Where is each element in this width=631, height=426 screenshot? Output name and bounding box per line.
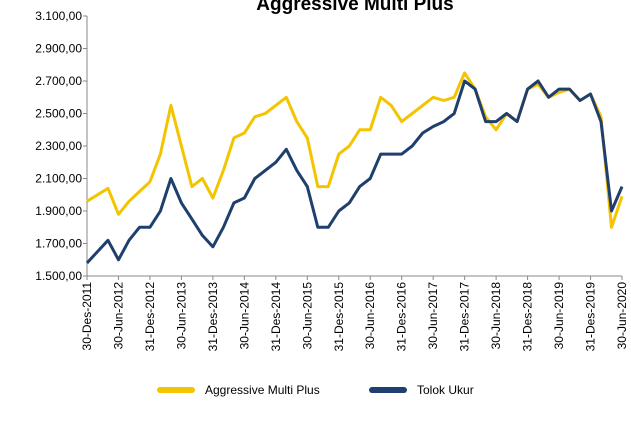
y-tick-label: 2.900,00 bbox=[35, 42, 82, 56]
y-tick-label: 2.300,00 bbox=[35, 139, 82, 153]
legend-label: Aggressive Multi Plus bbox=[205, 383, 320, 397]
x-tick-label: 30-Jun-2018 bbox=[489, 282, 503, 350]
series-line bbox=[85, 79, 624, 265]
x-tick-label: 30-Jun-2016 bbox=[363, 282, 377, 350]
x-tick-label: 31-Des-2013 bbox=[206, 282, 220, 352]
x-tick-label: 30-Des-2011 bbox=[80, 282, 94, 351]
x-tick-label: 30-Jun-2015 bbox=[300, 282, 314, 350]
legend-label: Tolok Ukur bbox=[417, 383, 474, 397]
x-tick-label: 31-Des-2016 bbox=[395, 282, 409, 352]
chart-title: Aggressive Multi Plus bbox=[256, 0, 453, 15]
y-tick-label: 2.100,00 bbox=[35, 172, 82, 186]
x-tick-label: 30-Jun-2014 bbox=[237, 282, 251, 350]
y-tick-label: 3.100,00 bbox=[35, 9, 82, 23]
y-tick-label: 1.900,00 bbox=[35, 204, 82, 218]
x-tick-label: 31-Des-2019 bbox=[584, 282, 598, 352]
x-tick-label: 30-Jun-2017 bbox=[426, 282, 440, 350]
x-tick-label: 30-Jun-2020 bbox=[615, 282, 629, 350]
x-tick-label: 31-Des-2014 bbox=[269, 282, 283, 352]
x-tick-label: 30-Jun-2013 bbox=[174, 282, 188, 350]
x-tick-label: 30-Jun-2012 bbox=[111, 282, 125, 350]
y-tick-label: 1.700,00 bbox=[35, 237, 82, 251]
x-tick-label: 30-Jun-2019 bbox=[552, 282, 566, 350]
x-tick-label: 31-Des-2018 bbox=[521, 282, 535, 352]
x-tick-label: 31-Des-2017 bbox=[458, 282, 472, 352]
series-line bbox=[86, 71, 624, 229]
y-tick-label: 1.500,00 bbox=[35, 269, 82, 283]
x-tick-label: 31-Des-2012 bbox=[143, 282, 157, 352]
y-tick-label: 2.500,00 bbox=[35, 107, 82, 121]
x-tick-label: 31-Des-2015 bbox=[332, 282, 346, 352]
y-tick-label: 2.700,00 bbox=[35, 74, 82, 88]
